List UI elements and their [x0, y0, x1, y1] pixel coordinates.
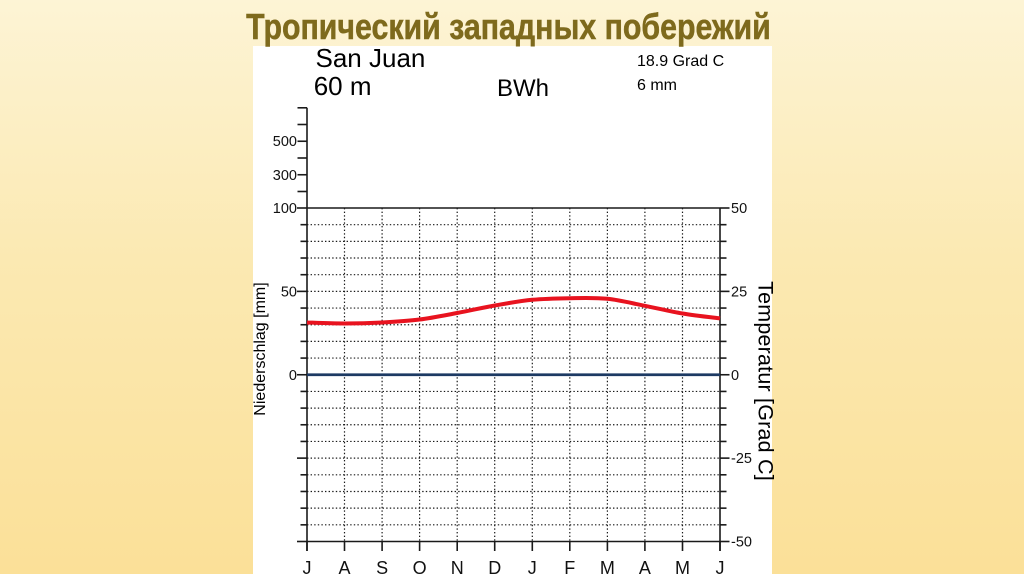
svg-text:300: 300	[273, 168, 297, 184]
svg-text:A: A	[639, 558, 651, 574]
svg-text:-50: -50	[731, 535, 752, 551]
svg-text:25: 25	[731, 284, 747, 300]
svg-text:100: 100	[273, 201, 297, 217]
svg-text:M: M	[675, 558, 690, 574]
svg-text:A: A	[338, 558, 350, 574]
svg-text:J: J	[528, 558, 537, 574]
svg-text:S: S	[376, 558, 388, 574]
svg-text:F: F	[564, 558, 575, 574]
svg-text:500: 500	[273, 134, 297, 150]
svg-text:J: J	[303, 558, 312, 574]
svg-text:M: M	[600, 558, 615, 574]
svg-text:0: 0	[289, 368, 297, 384]
svg-text:D: D	[488, 558, 501, 574]
svg-text:O: O	[413, 558, 427, 574]
svg-text:-25: -25	[731, 451, 752, 467]
svg-text:0: 0	[731, 368, 739, 384]
svg-text:N: N	[451, 558, 464, 574]
svg-text:50: 50	[281, 284, 297, 300]
svg-text:50: 50	[731, 201, 747, 217]
svg-text:J: J	[716, 558, 725, 574]
